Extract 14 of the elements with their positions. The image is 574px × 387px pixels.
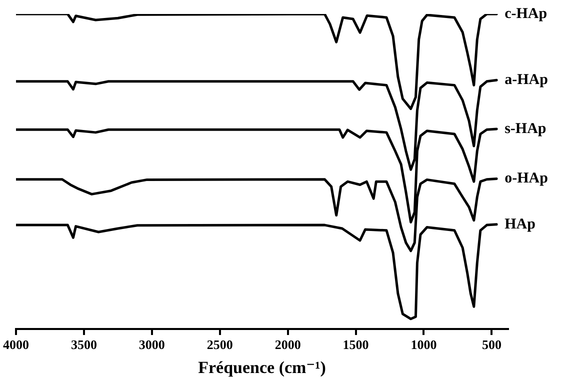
series-label: o-HAp: [504, 170, 548, 187]
x-tick-label: 1000: [410, 337, 437, 352]
x-tick-label: 3000: [138, 337, 165, 352]
x-tick-label: 2000: [274, 337, 301, 352]
x-tick-label: 500: [482, 337, 502, 352]
series-label: a-HAp: [504, 72, 548, 88]
x-tick-label: 3500: [70, 337, 97, 352]
x-tick-label: 1500: [342, 337, 369, 352]
series-label: s-HAp: [504, 120, 546, 137]
series-label: HAp: [504, 216, 536, 232]
x-axis-title: Fréquence (cm⁻¹): [198, 358, 326, 378]
x-tick-label: 2500: [206, 337, 233, 352]
series-label: c-HAp: [504, 6, 548, 22]
x-tick-label: 4000: [3, 337, 29, 352]
